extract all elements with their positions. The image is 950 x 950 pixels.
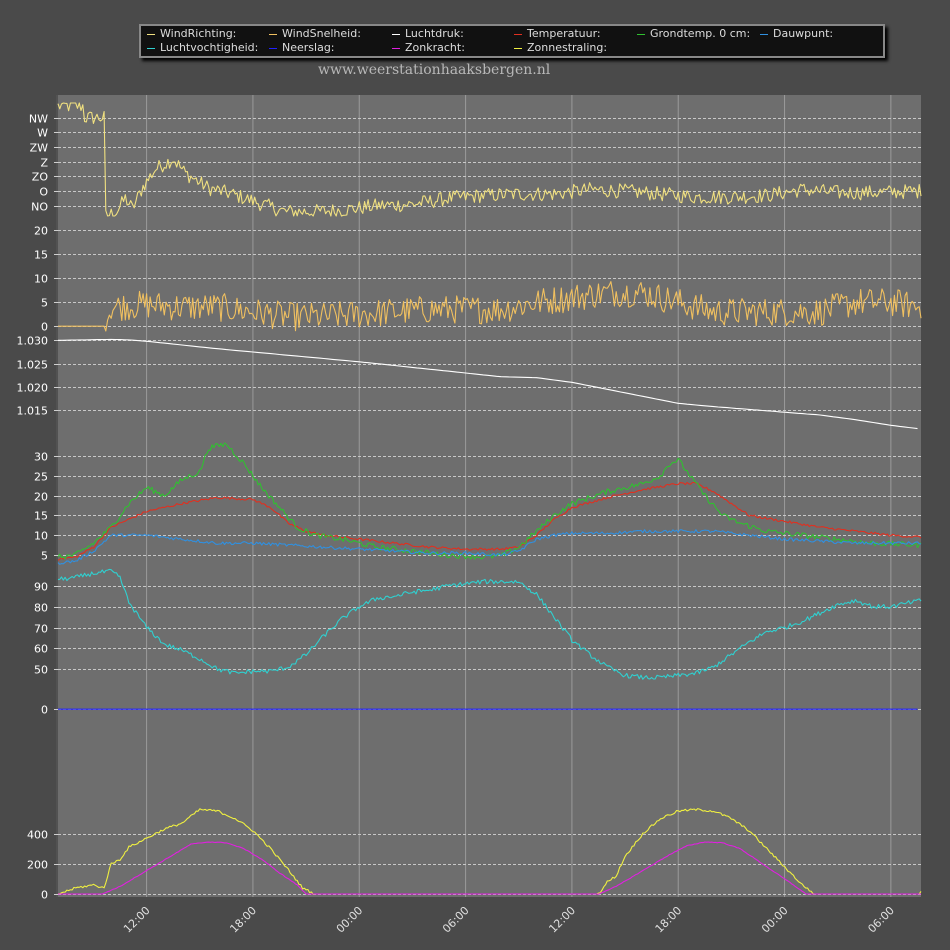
y-tick-label: 0 <box>41 704 48 717</box>
legend-item-dewpoint: Dauwpunt: <box>760 27 833 40</box>
y-tick-label: 5 <box>41 550 48 563</box>
legend-item-groundtemp: Grondtemp. 0 cm: <box>637 27 750 40</box>
legend-item-windspeed: WindSnelheid: <box>269 27 361 40</box>
y-tick-label: 60 <box>34 643 48 656</box>
y-tick-label: 1.020 <box>17 382 49 395</box>
y-tick-label: 70 <box>34 623 48 636</box>
y-tick-label: 80 <box>34 602 48 615</box>
y-tick-label: ZO <box>32 171 49 184</box>
legend-item-rain: Neerslag: <box>269 41 335 54</box>
y-tick-label: 0 <box>41 889 48 902</box>
legend-item-humidity: Luchtvochtigheid: <box>147 41 258 54</box>
legend-item-pressure: Luchtdruk: <box>392 27 464 40</box>
y-tick-label: 20 <box>34 225 48 238</box>
x-tick-label: 06:00 <box>865 904 897 936</box>
legend-label: Dauwpunt: <box>773 27 834 40</box>
y-tick-label: 15 <box>34 510 48 523</box>
legend-swatch <box>392 47 400 49</box>
legend-swatch <box>269 33 277 35</box>
legend-swatch <box>514 33 522 35</box>
legend-swatch <box>147 33 155 35</box>
x-tick-label: 00:00 <box>334 904 366 936</box>
x-tick-label: 12:00 <box>121 904 153 936</box>
x-tick-label: 18:00 <box>227 904 259 936</box>
y-tick-label: 15 <box>34 249 48 262</box>
legend-swatch <box>514 47 522 49</box>
legend-label: Zonkracht: <box>405 41 465 54</box>
series-line-dauwpunt <box>57 529 922 565</box>
y-tick-label: 1.015 <box>17 405 49 418</box>
legend-item-solar: Zonnestraling: <box>514 41 607 54</box>
y-tick-label: 50 <box>34 664 48 677</box>
legend-swatch <box>637 33 645 35</box>
series-line-luchtdruk <box>58 338 918 430</box>
series-line-luchtvochtigheid <box>57 568 922 680</box>
legend-label: Zonnestraling: <box>527 41 608 54</box>
legend-swatch <box>760 33 768 35</box>
legend-box: WindRichting: WindSnelheid: Luchtdruk: T… <box>139 24 885 58</box>
legend-item-winddir: WindRichting: <box>147 27 236 40</box>
x-tick-label: 18:00 <box>653 904 685 936</box>
legend-swatch <box>147 47 155 49</box>
y-tick-label: 30 <box>34 451 48 464</box>
legend-label: Neerslag: <box>282 41 335 54</box>
y-tick-label: ZW <box>30 142 49 155</box>
legend-item-uv: Zonkracht: <box>392 41 465 54</box>
legend-swatch <box>392 33 400 35</box>
y-tick-label: 400 <box>27 829 48 842</box>
series-line-windrichting <box>57 102 922 217</box>
legend-label: Temperatuur: <box>527 27 601 40</box>
y-tick-label: NO <box>31 201 48 214</box>
x-tick-label: 00:00 <box>759 904 791 936</box>
y-tick-label: 90 <box>34 581 48 594</box>
y-tick-label: NW <box>29 113 48 126</box>
y-tick-label: Z <box>40 157 48 170</box>
y-tick-label: 200 <box>27 859 48 872</box>
series-line-zonkracht <box>58 841 921 895</box>
y-tick-label: 1.030 <box>17 335 49 348</box>
watermark: www.weerstationhaaksbergen.nl <box>318 62 551 78</box>
legend-label: Grondtemp. 0 cm: <box>650 27 751 40</box>
y-tick-label: 10 <box>34 530 48 543</box>
legend-label: Luchtdruk: <box>405 27 464 40</box>
legend-label: WindSnelheid: <box>282 27 361 40</box>
legend-label: WindRichting: <box>160 27 237 40</box>
x-tick-label: 12:00 <box>546 904 578 936</box>
y-tick-label: 1.025 <box>17 359 49 372</box>
y-tick-label: 25 <box>34 471 48 484</box>
series-line-temperatuur <box>57 481 922 561</box>
legend-swatch <box>269 47 277 49</box>
series-line-windsnelheid <box>58 281 922 332</box>
y-tick-label: 5 <box>41 297 48 310</box>
legend-label: Luchtvochtigheid: <box>160 41 259 54</box>
legend-item-temperature: Temperatuur: <box>514 27 601 40</box>
y-tick-label: O <box>39 186 48 199</box>
y-tick-label: 0 <box>41 321 48 334</box>
y-tick-label: 10 <box>34 273 48 286</box>
x-tick-label: 06:00 <box>440 904 472 936</box>
y-tick-label: W <box>37 127 48 140</box>
y-tick-label: 20 <box>34 491 48 504</box>
